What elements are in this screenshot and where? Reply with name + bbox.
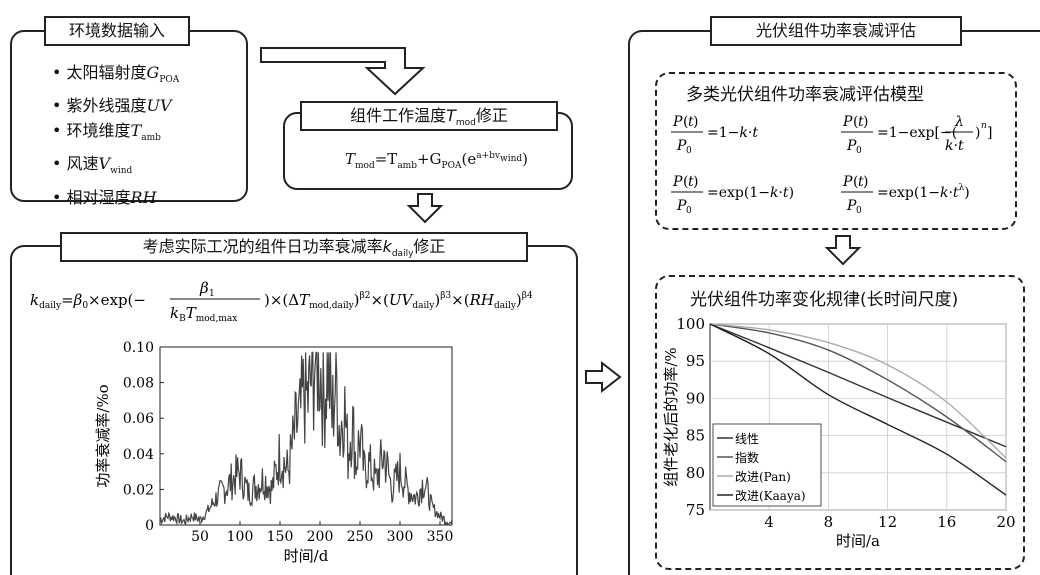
y-tick-label: 0.10: [123, 340, 154, 356]
y-axis-label: 组件老化后的功率/%: [662, 347, 680, 486]
arrow-temp-to-daily: [406, 193, 444, 224]
y-tick-label: 0.06: [123, 411, 154, 427]
bullet-temp: • 环境维度Tamb: [52, 121, 161, 144]
y-axis-label: 功率衰减率/%o: [94, 384, 112, 487]
x-tick-label: 12: [878, 513, 897, 531]
y-tick-label: 0.08: [123, 376, 154, 392]
y-tick-label: 95: [686, 352, 705, 370]
temp-formula: Tmod=Tamb+GPOA(ea+bvwind): [345, 150, 528, 171]
svg-text:(: (: [683, 174, 688, 190]
svg-text:n: n: [981, 121, 987, 131]
series-line-0: [709, 323, 1007, 448]
svg-text:(: (: [853, 114, 858, 130]
svg-text:)×(ΔTmod,daily)β2×(UVdaily)β3×: )×(ΔTmod,daily)β2×(UVdaily)β3×(RHdaily)β…: [264, 291, 533, 311]
svg-text:): ): [693, 114, 698, 130]
legend-label: 线性: [735, 432, 759, 446]
eval-title: 光伏组件功率衰减评估: [710, 16, 962, 46]
arrow-models-to-law: [824, 235, 862, 266]
x-tick-label: 8: [824, 513, 834, 531]
y-tick-label: 0.02: [123, 482, 154, 498]
x-axis-label: 时间/a: [836, 532, 880, 550]
x-tick-label: 300: [387, 529, 414, 545]
y-tick-label: 0: [145, 518, 154, 534]
bullet-wind: • 风速Vwind: [52, 154, 133, 177]
arrow-env-to-temp: [260, 47, 426, 96]
svg-text:=1−k·t: =1−k·t: [707, 125, 758, 141]
env-bullet-list: • 太阳辐射度GPOA • 紫外线强度UV • 环境维度Tamb • 风速Vwi…: [52, 60, 179, 210]
svg-text:P: P: [672, 174, 683, 190]
svg-text:): ): [975, 125, 980, 141]
svg-text:]: ]: [987, 125, 992, 141]
svg-text:P: P: [846, 138, 857, 154]
svg-text:=exp(1−k·t): =exp(1−k·t): [707, 185, 794, 201]
x-tick-label: 250: [347, 529, 374, 545]
svg-text:P: P: [676, 198, 687, 214]
daily-decay-title: 考虑实际工况的组件日功率衰减率kdaily修正: [60, 232, 528, 262]
legend-label: 指数: [735, 450, 759, 465]
x-tick-label: 200: [307, 529, 334, 545]
x-tick-label: 20: [996, 513, 1015, 531]
bullet-uv: • 紫外线强度UV: [52, 96, 172, 116]
daily-decay-chart: 50 100 150 200 250 300 350 0 0.02 0.04 0.06 0.08 0.1…: [94, 340, 454, 565]
svg-text:0: 0: [686, 146, 692, 156]
svg-text:1: 1: [209, 289, 215, 299]
x-tick-label: 100: [227, 529, 254, 545]
series-line-3: [709, 323, 1007, 496]
svg-text:λ: λ: [954, 114, 964, 130]
legend-label: 改进(Kaaya): [735, 489, 806, 503]
svg-text:): ): [863, 114, 868, 130]
y-tick-label: 0.04: [123, 447, 154, 463]
svg-text:): ): [693, 174, 698, 190]
svg-text:0: 0: [686, 206, 692, 216]
arrow-daily-to-eval: [585, 360, 622, 394]
x-tick-label: 350: [427, 529, 454, 545]
x-tick-label: 150: [267, 529, 294, 545]
svg-text:P: P: [842, 174, 853, 190]
models-title: 多类光伏组件功率衰减评估模型: [686, 85, 924, 105]
y-tick-label: 100: [676, 315, 705, 333]
y-tick-label: 85: [686, 427, 705, 445]
temp-correction-title: 组件工作温度Tmod修正: [300, 101, 558, 131]
svg-text:P: P: [846, 198, 857, 214]
law-title: 光伏组件功率变化规律(长时间尺度): [690, 290, 959, 310]
bullet-rh: • 相对湿度RH: [52, 187, 157, 207]
y-tick-label: 90: [686, 389, 705, 407]
svg-text:(: (: [683, 114, 688, 130]
svg-text:t: t: [688, 114, 694, 130]
svg-text:t: t: [858, 114, 864, 130]
svg-text:kBTmod,max: kBTmod,max: [170, 304, 237, 324]
svg-text:P: P: [842, 114, 853, 130]
svg-text:0: 0: [856, 206, 862, 216]
x-tick-label: 50: [191, 529, 209, 545]
svg-text:P: P: [672, 114, 683, 130]
svg-text:=1−exp[−(: =1−exp[−(: [877, 125, 957, 141]
svg-text:=exp(1−k·tλ): =exp(1−k·tλ): [877, 183, 970, 201]
series-line-2: [709, 323, 1007, 459]
svg-text:P: P: [676, 138, 687, 154]
y-tick-label: 80: [686, 464, 705, 482]
svg-text:0: 0: [856, 146, 862, 156]
legend-label: 改进(Pan): [735, 470, 791, 484]
series-line-1: [709, 323, 1007, 463]
svg-text:t: t: [688, 174, 694, 190]
models-box: [655, 72, 1017, 230]
svg-text:t: t: [858, 174, 864, 190]
x-tick-label: 16: [937, 513, 956, 531]
bullet-solar: • 太阳辐射度GPOA: [52, 63, 180, 86]
svg-text:k·t: k·t: [945, 138, 964, 154]
y-tick-label: 75: [686, 501, 705, 519]
x-axis-label: 时间/d: [284, 547, 329, 565]
env-input-title: 环境数据输入: [44, 16, 190, 46]
svg-text:(: (: [853, 174, 858, 190]
svg-text:kdaily=β0×exp(−: kdaily=β0×exp(−: [30, 291, 146, 311]
svg-text:): ): [863, 174, 868, 190]
svg-text:β: β: [199, 279, 209, 297]
series-line: [159, 351, 453, 526]
env-input-box: [10, 30, 248, 202]
x-tick-label: 4: [764, 513, 774, 531]
